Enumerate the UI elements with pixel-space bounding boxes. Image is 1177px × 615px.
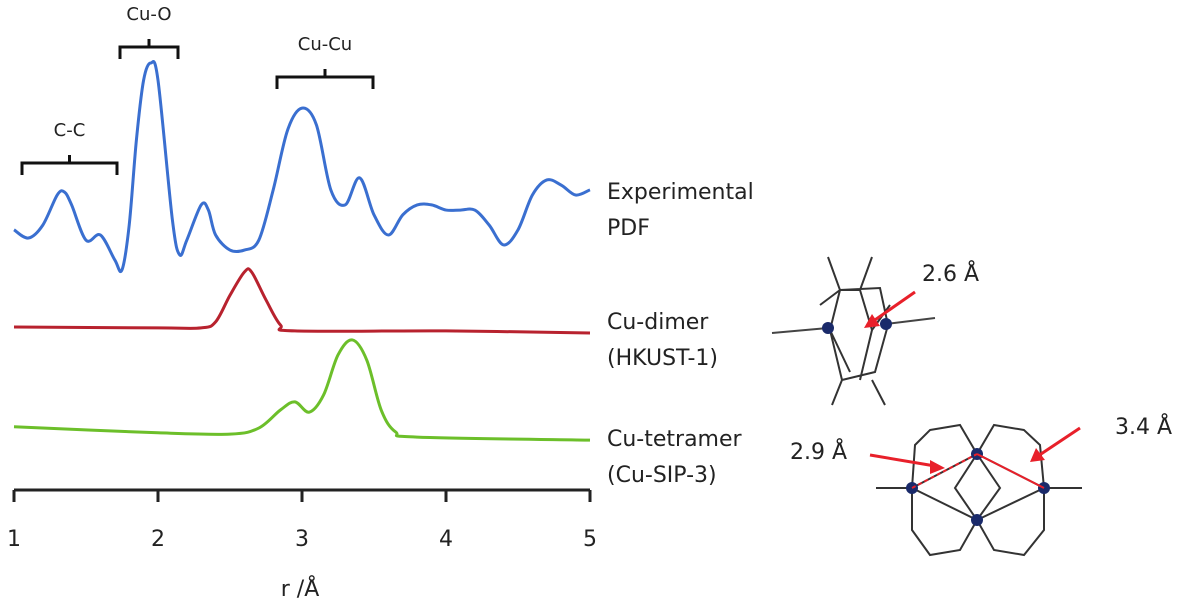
x-tick-label: 3 (295, 527, 309, 552)
series-line (13, 60, 591, 274)
x-tick-label: 1 (7, 527, 21, 552)
series-line (13, 267, 591, 335)
x-tick-label: 2 (151, 527, 165, 552)
annotation: Cu-Cu (298, 34, 352, 55)
bracket (20, 155, 119, 175)
series-label: Cu-tetramer (Cu-SIP-3) (607, 427, 742, 488)
tetramer-structure (869, 423, 1082, 557)
series-label: Experimental PDF (607, 180, 754, 241)
bracket (118, 39, 180, 59)
bracket (275, 69, 375, 89)
distance-label: 3.4 Å (1115, 413, 1172, 440)
dimer-structure (771, 256, 936, 406)
x-tick-label: 5 (583, 527, 597, 552)
x-axis-label: r /Å (281, 575, 320, 602)
distance-label: 2.6 Å (922, 260, 979, 287)
distance-label: 2.9 Å (790, 438, 847, 465)
annotation: Cu-O (126, 4, 171, 25)
x-tick-label: 4 (439, 527, 453, 552)
annotation: C-C (54, 120, 86, 141)
series-label: Cu-dimer (HKUST-1) (607, 310, 718, 371)
series-line (13, 338, 591, 442)
